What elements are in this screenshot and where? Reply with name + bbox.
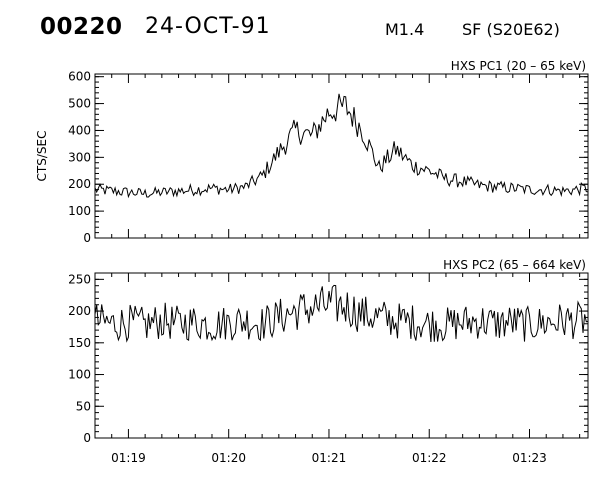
x-tick-label: 01:21 (312, 451, 347, 465)
y-tick-label: 500 (68, 97, 91, 111)
x-tick-label: 01:23 (512, 451, 547, 465)
y-tick-label: 300 (68, 150, 91, 164)
event-date: 24-OCT-91 (145, 14, 271, 39)
y-tick-label: 600 (68, 70, 91, 84)
y-tick-label: 200 (68, 304, 91, 318)
y-tick-label: 50 (76, 399, 91, 413)
y-tick-label: 100 (68, 204, 91, 218)
y-tick-label: 150 (68, 336, 91, 350)
goes-class: M1.4 (385, 20, 425, 39)
y-tick-label: 0 (83, 231, 91, 245)
y-tick-label: 100 (68, 368, 91, 382)
y-axis-label: CTS/SEC (35, 131, 49, 182)
x-tick-label: 01:22 (412, 451, 447, 465)
plot-frame-1 (94, 73, 589, 239)
panel-title: HXS PC1 (20 – 65 keV) (451, 59, 586, 73)
panel-title: HXS PC2 (65 – 664 keV) (443, 258, 586, 272)
flare-location: SF (S20E62) (462, 20, 560, 39)
series-line-2 (94, 284, 589, 343)
y-tick-label: 400 (68, 123, 91, 137)
y-tick-label: 0 (83, 431, 91, 445)
x-tick-label: 01:19 (111, 451, 146, 465)
series-line-1 (94, 93, 589, 199)
x-tick-label: 01:20 (211, 451, 246, 465)
event-id: 00220 (40, 14, 123, 40)
y-tick-label: 250 (68, 272, 91, 286)
y-tick-label: 200 (68, 177, 91, 191)
plot-frame-2 (94, 272, 589, 439)
